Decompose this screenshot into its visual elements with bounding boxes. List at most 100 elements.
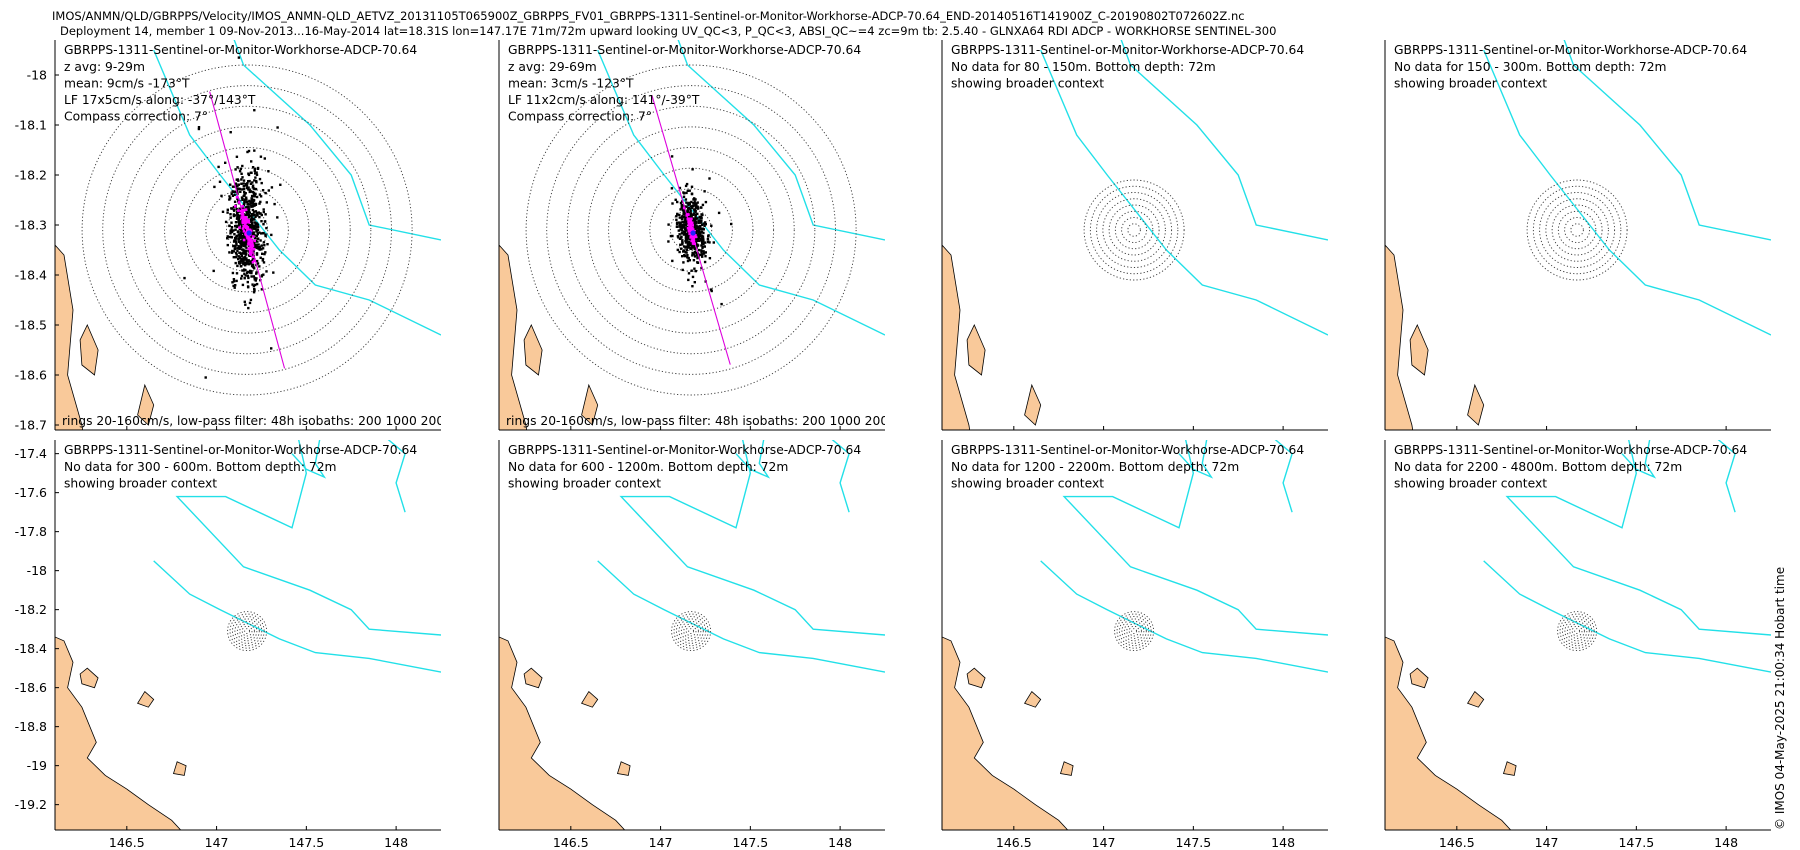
velocity-point xyxy=(260,232,263,235)
velocity-point xyxy=(704,223,707,226)
velocity-point xyxy=(695,254,698,257)
speed-ring-8 xyxy=(1083,179,1185,281)
velocity-point xyxy=(681,268,684,272)
velocity-point xyxy=(247,224,251,228)
velocity-point xyxy=(236,215,240,218)
velocity-point xyxy=(690,192,694,196)
velocity-point xyxy=(255,243,258,246)
velocity-point xyxy=(251,218,254,222)
lowpass-point xyxy=(243,223,247,226)
panel-title: GBRPPS-1311-Sentinel-or-Monitor-Workhors… xyxy=(1394,43,1747,57)
velocity-point xyxy=(235,243,238,246)
panel-footer: rings 20-160cm/s, low-pass filter: 48h i… xyxy=(62,414,487,428)
velocity-point xyxy=(243,277,246,280)
velocity-point xyxy=(700,251,703,254)
velocity-point xyxy=(703,224,706,227)
island xyxy=(1467,690,1485,708)
velocity-point xyxy=(679,201,683,205)
isobath-line-1 xyxy=(153,560,441,673)
velocity-point xyxy=(226,237,229,240)
y-tick-label: -18.4 xyxy=(15,268,47,283)
velocity-point xyxy=(694,210,697,214)
velocity-point xyxy=(696,206,699,209)
speed-ring-8 xyxy=(81,64,413,396)
velocity-point xyxy=(235,235,238,239)
velocity-point xyxy=(265,270,268,273)
velocity-point xyxy=(695,203,698,206)
velocity-point xyxy=(263,157,266,160)
velocity-point xyxy=(260,181,263,185)
velocity-point xyxy=(233,247,237,250)
velocity-point xyxy=(691,285,694,288)
isobath-line-2 xyxy=(1621,440,1657,479)
lowpass-point xyxy=(247,219,250,222)
velocity-point xyxy=(702,252,706,255)
speed-ring-1 xyxy=(1574,628,1580,634)
y-tick-label: -18.2 xyxy=(15,602,47,617)
velocity-point xyxy=(246,150,249,154)
velocity-point xyxy=(239,190,242,193)
velocity-point xyxy=(242,252,245,255)
island xyxy=(79,667,99,689)
velocity-point xyxy=(259,239,262,242)
velocity-point xyxy=(244,253,248,256)
speed-ring-7 xyxy=(546,85,836,375)
velocity-point xyxy=(240,229,244,233)
velocity-point xyxy=(688,241,692,244)
velocity-point xyxy=(252,187,255,190)
velocity-point xyxy=(228,235,231,239)
velocity-point xyxy=(267,170,270,173)
lowpass-point xyxy=(242,217,245,220)
velocity-point xyxy=(229,232,232,235)
speed-ring-7 xyxy=(673,613,709,649)
velocity-point xyxy=(232,280,236,283)
x-tick-label: 148 xyxy=(828,835,852,850)
speed-ring-5 xyxy=(143,126,351,334)
velocity-point xyxy=(247,149,251,153)
isobath-line-1 xyxy=(1040,560,1328,673)
speed-ring-1 xyxy=(1570,223,1584,237)
velocity-point xyxy=(256,225,259,229)
velocity-point xyxy=(247,186,250,189)
velocity-point xyxy=(233,286,236,289)
speed-ring-6 xyxy=(1562,616,1593,647)
velocity-point xyxy=(244,245,247,248)
velocity-point xyxy=(699,238,702,241)
velocity-point xyxy=(240,265,243,268)
velocity-point xyxy=(254,215,257,218)
velocity-point xyxy=(258,231,261,234)
velocity-point xyxy=(265,201,268,204)
velocity-point xyxy=(687,241,690,245)
velocity-point xyxy=(698,219,701,222)
velocity-point xyxy=(254,227,257,231)
lowpass-point xyxy=(251,242,254,246)
x-tick-label: 147 xyxy=(1092,835,1116,850)
velocity-point xyxy=(251,181,254,184)
velocity-point xyxy=(253,276,256,280)
velocity-point xyxy=(247,262,251,266)
velocity-point xyxy=(694,232,698,235)
speed-ring-1 xyxy=(688,628,694,634)
lowpass-point xyxy=(247,238,250,241)
velocity-point xyxy=(680,205,684,208)
speed-ring-8 xyxy=(671,611,712,652)
velocity-point xyxy=(240,243,243,247)
lowpass-point xyxy=(689,225,693,228)
velocity-point xyxy=(678,222,682,225)
velocity-point xyxy=(697,239,700,242)
velocity-point xyxy=(686,233,689,237)
velocity-point xyxy=(249,269,252,273)
velocity-point xyxy=(683,192,686,195)
velocity-point xyxy=(700,249,703,252)
velocity-point xyxy=(229,183,232,186)
velocity-point xyxy=(710,289,713,293)
velocity-point xyxy=(696,212,699,216)
velocity-point xyxy=(674,198,677,201)
lowpass-point xyxy=(252,247,256,251)
velocity-point xyxy=(234,251,238,255)
velocity-point xyxy=(261,252,264,255)
velocity-point xyxy=(701,227,704,230)
velocity-point xyxy=(246,260,250,263)
velocity-point xyxy=(683,211,687,214)
lowpass-point xyxy=(247,221,251,224)
